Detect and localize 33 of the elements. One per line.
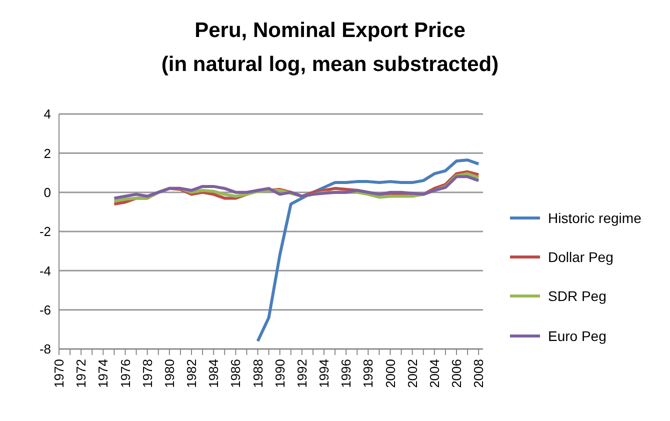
- x-tick-label: 1980: [162, 359, 177, 388]
- y-tick-label: -2: [39, 224, 51, 240]
- x-tick-label: 2006: [449, 359, 464, 388]
- x-tick-label: 2008: [471, 359, 486, 388]
- y-tick-label: -4: [39, 263, 51, 278]
- y-tick-label: 4: [44, 106, 51, 122]
- y-tick-label: 0: [44, 184, 51, 200]
- line-series: [256, 158, 480, 343]
- x-tick-label: 1996: [338, 359, 354, 388]
- x-tick-label: 1990: [272, 359, 288, 388]
- y-tick-label: 2: [44, 146, 51, 161]
- legend-label: SDR Peg: [548, 288, 606, 304]
- legend-label: Dollar Peg: [548, 248, 614, 265]
- x-tick-label: 1972: [74, 359, 89, 388]
- x-tick-label: 1982: [184, 359, 199, 388]
- x-tick-label: 1978: [140, 359, 155, 388]
- x-tick-label: 1988: [250, 359, 266, 388]
- x-tick-label: 1976: [118, 359, 133, 388]
- x-tick-label: 2004: [426, 359, 442, 388]
- legend-label: Historic regime: [548, 210, 642, 226]
- y-tick-label: -6: [39, 302, 51, 318]
- chart-title: Peru, Nominal Export Price (in natural log, mean substracted): [160, 18, 500, 78]
- x-tick-label: 1992: [294, 359, 310, 388]
- x-tick-label: 1984: [206, 359, 222, 388]
- x-tick-label: 1986: [228, 359, 244, 388]
- x-tick-label: 1994: [316, 359, 332, 388]
- x-tick-label: 1998: [360, 359, 376, 388]
- x-tick-label: 1970: [52, 359, 66, 388]
- y-tick-label: -8: [39, 342, 51, 357]
- x-tick-label: 1974: [96, 359, 111, 388]
- x-tick-label: 2002: [404, 359, 420, 388]
- x-tick-label: 2000: [382, 359, 398, 388]
- legend-label: Euro Peg: [548, 328, 606, 344]
